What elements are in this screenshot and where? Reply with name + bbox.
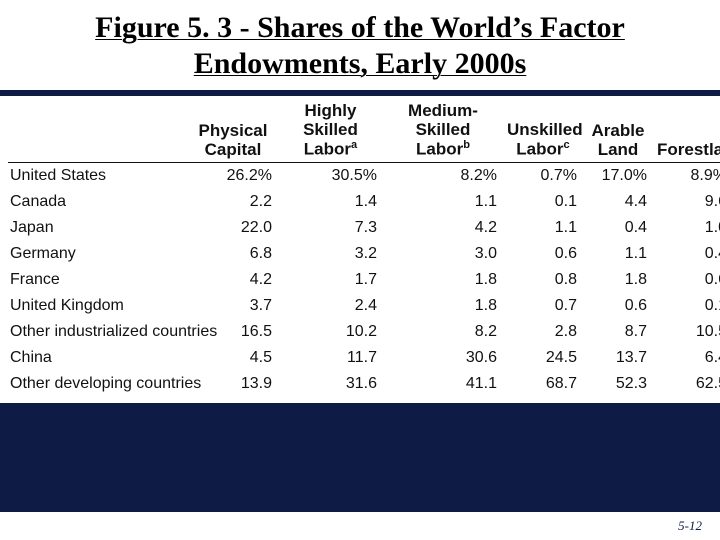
cell: 11.7 xyxy=(278,345,383,371)
row-label: Other industrialized countries xyxy=(8,319,188,345)
page-number: 5-12 xyxy=(678,518,702,534)
cell: 62.5 xyxy=(653,371,720,397)
cell: 0.7 xyxy=(503,293,583,319)
cell: 0.6 xyxy=(503,241,583,267)
cell: 0.4 xyxy=(653,241,720,267)
table-row: Other developing countries13.931.641.168… xyxy=(8,371,720,397)
cell: 2.4 xyxy=(278,293,383,319)
table-row: Germany6.83.23.00.61.10.4 xyxy=(8,241,720,267)
factor-endowments-table: PhysicalCapitalHighly SkilledLaboraMediu… xyxy=(8,96,720,397)
cell: 0.4 xyxy=(583,215,653,241)
cell: 8.9% xyxy=(653,162,720,189)
slide-title: Figure 5. 3 - Shares of the World’s Fact… xyxy=(30,10,690,82)
cell: 10.5 xyxy=(653,319,720,345)
cell: 0.7% xyxy=(503,162,583,189)
col-header: UnskilledLaborc xyxy=(503,96,583,162)
table-body: United States26.2%30.5%8.2%0.7%17.0%8.9%… xyxy=(8,162,720,397)
table-row: Canada2.21.41.10.14.49.6 xyxy=(8,189,720,215)
table-header-row: PhysicalCapitalHighly SkilledLaboraMediu… xyxy=(8,96,720,162)
cell: 26.2% xyxy=(188,162,278,189)
col-header: Forestland xyxy=(653,96,720,162)
table-panel: PhysicalCapitalHighly SkilledLaboraMediu… xyxy=(0,96,720,403)
row-label: United Kingdom xyxy=(8,293,188,319)
col-header: ArableLand xyxy=(583,96,653,162)
cell: 0.8 xyxy=(503,267,583,293)
slide: Figure 5. 3 - Shares of the World’s Fact… xyxy=(0,0,720,540)
table-row: United Kingdom3.72.41.80.70.60.1 xyxy=(8,293,720,319)
cell: 30.5% xyxy=(278,162,383,189)
table-row: France4.21.71.80.81.80.6 xyxy=(8,267,720,293)
row-label: Canada xyxy=(8,189,188,215)
cell: 0.6 xyxy=(653,267,720,293)
cell: 0.1 xyxy=(503,189,583,215)
cell: 22.0 xyxy=(188,215,278,241)
cell: 10.2 xyxy=(278,319,383,345)
footer: 5-12 xyxy=(0,512,720,540)
table-row: Other industrialized countries16.510.28.… xyxy=(8,319,720,345)
row-label: France xyxy=(8,267,188,293)
cell: 31.6 xyxy=(278,371,383,397)
cell: 24.5 xyxy=(503,345,583,371)
cell: 1.1 xyxy=(383,189,503,215)
cell: 8.2% xyxy=(383,162,503,189)
cell: 4.2 xyxy=(188,267,278,293)
cell: 0.1 xyxy=(653,293,720,319)
row-label: Other developing countries xyxy=(8,371,188,397)
col-header: PhysicalCapital xyxy=(188,96,278,162)
cell: 1.8 xyxy=(383,267,503,293)
cell: 3.7 xyxy=(188,293,278,319)
cell: 1.8 xyxy=(583,267,653,293)
cell: 1.1 xyxy=(583,241,653,267)
row-label: United States xyxy=(8,162,188,189)
cell: 17.0% xyxy=(583,162,653,189)
cell: 3.0 xyxy=(383,241,503,267)
cell: 2.8 xyxy=(503,319,583,345)
cell: 30.6 xyxy=(383,345,503,371)
cell: 2.2 xyxy=(188,189,278,215)
cell: 13.9 xyxy=(188,371,278,397)
table-head: PhysicalCapitalHighly SkilledLaboraMediu… xyxy=(8,96,720,162)
cell: 7.3 xyxy=(278,215,383,241)
cell: 1.0 xyxy=(653,215,720,241)
cell: 1.1 xyxy=(503,215,583,241)
cell: 52.3 xyxy=(583,371,653,397)
cell: 1.8 xyxy=(383,293,503,319)
cell: 4.2 xyxy=(383,215,503,241)
table-row: Japan22.07.34.21.10.41.0 xyxy=(8,215,720,241)
cell: 1.4 xyxy=(278,189,383,215)
cell: 13.7 xyxy=(583,345,653,371)
cell: 8.7 xyxy=(583,319,653,345)
col-header: Medium-SkilledLaborb xyxy=(383,96,503,162)
cell: 68.7 xyxy=(503,371,583,397)
cell: 6.8 xyxy=(188,241,278,267)
table-row: China4.511.730.624.513.76.4 xyxy=(8,345,720,371)
row-label: Japan xyxy=(8,215,188,241)
title-bar: Figure 5. 3 - Shares of the World’s Fact… xyxy=(0,0,720,90)
cell: 9.6 xyxy=(653,189,720,215)
cell: 41.1 xyxy=(383,371,503,397)
row-label: Germany xyxy=(8,241,188,267)
cell: 3.2 xyxy=(278,241,383,267)
col-header: Highly SkilledLabora xyxy=(278,96,383,162)
cell: 1.7 xyxy=(278,267,383,293)
cell: 0.6 xyxy=(583,293,653,319)
row-label: China xyxy=(8,345,188,371)
rowhead-col-header xyxy=(8,96,188,162)
cell: 8.2 xyxy=(383,319,503,345)
cell: 4.5 xyxy=(188,345,278,371)
cell: 6.4 xyxy=(653,345,720,371)
cell: 4.4 xyxy=(583,189,653,215)
table-row: United States26.2%30.5%8.2%0.7%17.0%8.9% xyxy=(8,162,720,189)
